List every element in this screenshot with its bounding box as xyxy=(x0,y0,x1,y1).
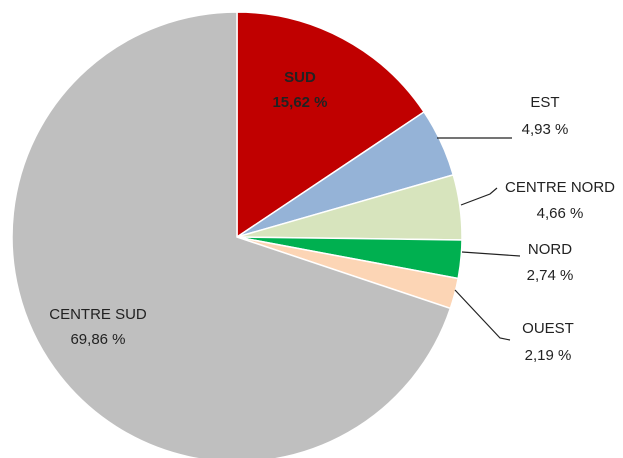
leader-line xyxy=(460,187,498,206)
slice-value-label: 2,19 % xyxy=(525,347,572,364)
slice-value-label: 15,62 % xyxy=(272,94,327,111)
pie-slice xyxy=(236,11,426,239)
leader-line xyxy=(454,289,511,341)
slice-value-label: 4,66 % xyxy=(537,205,584,222)
slice-value-label: 69,86 % xyxy=(70,331,125,348)
slice-label: CENTRE SUD xyxy=(49,306,147,323)
pie xyxy=(11,11,463,458)
slice-value-label: 4,93 % xyxy=(522,121,569,138)
pie-slice xyxy=(11,11,452,458)
slice-value-label: 2,74 % xyxy=(527,267,574,284)
slice-label: EST xyxy=(530,94,559,111)
slice-label: NORD xyxy=(528,241,572,258)
slice-label: SUD xyxy=(284,69,316,86)
slice-label: CENTRE NORD xyxy=(505,179,615,196)
leader-line xyxy=(461,251,521,257)
slice-label: OUEST xyxy=(522,320,574,337)
